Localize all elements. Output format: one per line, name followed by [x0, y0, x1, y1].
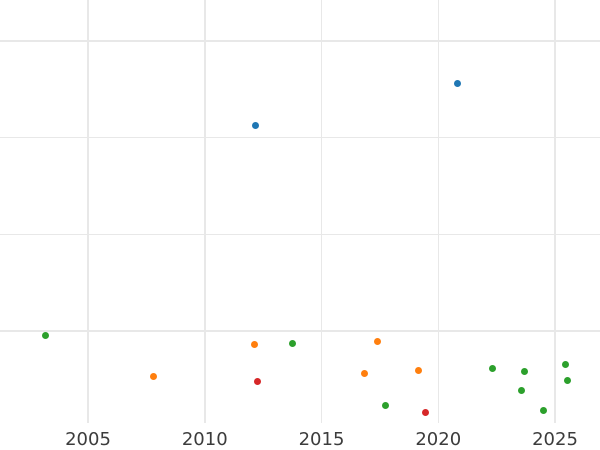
horizontal-gridline	[0, 40, 600, 42]
data-point-green	[382, 401, 390, 409]
x-tick-label: 2020	[415, 429, 462, 450]
data-point-blue	[251, 121, 259, 129]
x-tick-label: 2025	[532, 429, 578, 450]
data-point-blue	[454, 80, 462, 88]
data-point-orange	[373, 338, 381, 346]
vertical-gridline	[320, 0, 323, 423]
data-point-green	[563, 376, 571, 384]
data-point-red	[422, 408, 430, 416]
x-tick-label: 2015	[298, 429, 345, 450]
x-tick-label: 2005	[65, 429, 111, 450]
data-point-green	[289, 340, 297, 348]
data-point-green	[518, 387, 526, 395]
data-point-red	[253, 377, 261, 385]
x-tick-label: 2010	[181, 429, 228, 450]
vertical-gridline	[87, 0, 89, 423]
data-point-orange	[361, 370, 369, 378]
horizontal-gridline	[0, 330, 600, 332]
data-point-orange	[149, 372, 157, 380]
data-point-green	[562, 361, 570, 369]
vertical-gridline	[204, 0, 206, 423]
data-point-green	[520, 368, 528, 376]
data-point-orange	[415, 367, 423, 375]
data-point-green	[489, 365, 497, 373]
data-point-green	[42, 332, 50, 340]
vertical-gridline	[437, 0, 439, 423]
data-point-green	[539, 406, 547, 414]
vertical-gridline	[554, 0, 556, 423]
horizontal-gridline	[0, 136, 600, 139]
data-point-orange	[250, 341, 258, 349]
horizontal-gridline	[0, 233, 600, 236]
